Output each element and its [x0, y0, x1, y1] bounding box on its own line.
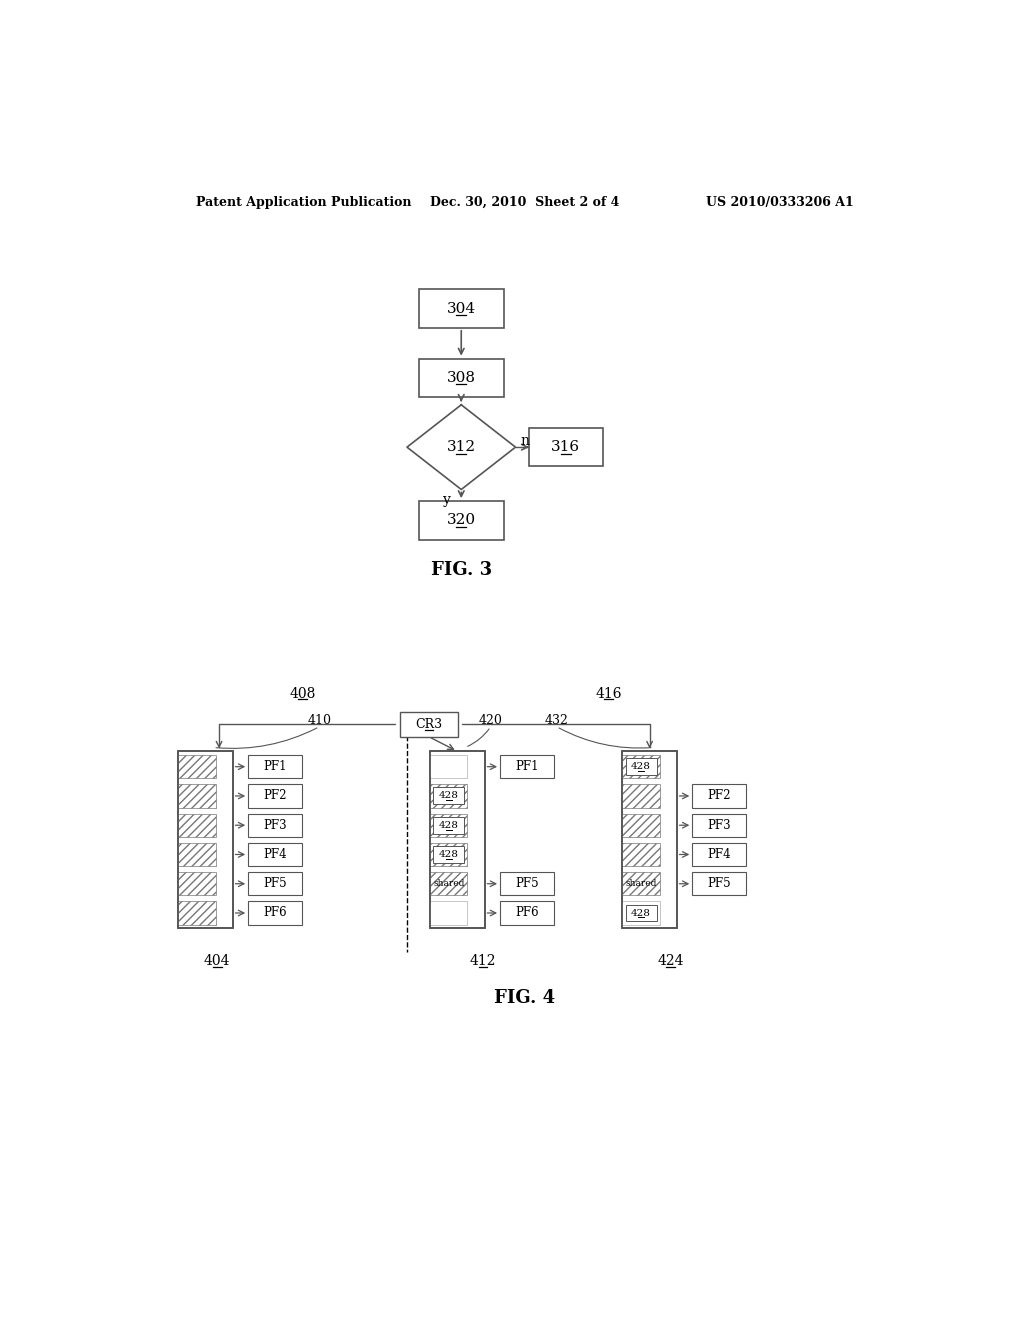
Bar [430, 843, 467, 866]
Bar [430, 873, 467, 895]
Text: PF1: PF1 [515, 760, 539, 774]
Bar [248, 784, 302, 808]
Text: FIG. 3: FIG. 3 [431, 561, 492, 579]
Text: PF3: PF3 [263, 818, 287, 832]
Bar [178, 843, 216, 866]
Text: FIG. 4: FIG. 4 [495, 989, 555, 1007]
Bar [178, 755, 216, 779]
Text: PF5: PF5 [515, 878, 539, 890]
Text: 320: 320 [446, 513, 476, 527]
Text: shared: shared [626, 879, 656, 888]
Bar [419, 359, 504, 397]
Bar [430, 755, 467, 779]
Text: 428: 428 [631, 762, 651, 771]
Text: PF1: PF1 [263, 760, 287, 774]
Text: 428: 428 [439, 821, 459, 830]
Bar [623, 751, 677, 928]
Bar [623, 843, 659, 866]
Bar [419, 502, 504, 540]
Text: 304: 304 [446, 301, 476, 315]
Bar [430, 751, 484, 928]
Text: US 2010/0333206 A1: US 2010/0333206 A1 [706, 195, 853, 209]
Bar [178, 873, 216, 895]
Bar [248, 902, 302, 924]
Text: Dec. 30, 2010  Sheet 2 of 4: Dec. 30, 2010 Sheet 2 of 4 [430, 195, 620, 209]
Text: 428: 428 [439, 792, 459, 800]
Bar [626, 904, 656, 921]
Text: 424: 424 [657, 954, 684, 968]
Bar [623, 755, 659, 779]
Bar [178, 751, 232, 928]
Bar [430, 813, 467, 837]
Text: PF6: PF6 [515, 907, 539, 920]
Text: 432: 432 [545, 714, 568, 727]
Bar [500, 755, 554, 779]
Bar [430, 902, 467, 924]
Bar [430, 784, 467, 808]
Bar [529, 428, 603, 466]
Text: 312: 312 [446, 440, 476, 454]
Text: Patent Application Publication: Patent Application Publication [197, 195, 412, 209]
Text: 428: 428 [631, 908, 651, 917]
Bar [692, 843, 746, 866]
Bar [248, 813, 302, 837]
Text: 308: 308 [446, 371, 476, 385]
Bar [500, 902, 554, 924]
Bar [692, 873, 746, 895]
Bar [399, 711, 458, 737]
Text: PF4: PF4 [263, 847, 287, 861]
Text: 410: 410 [307, 714, 332, 727]
Bar [248, 873, 302, 895]
Bar [430, 751, 484, 928]
Text: 412: 412 [470, 954, 497, 968]
Bar [500, 873, 554, 895]
Bar [178, 751, 232, 928]
Text: 404: 404 [204, 954, 230, 968]
Text: 428: 428 [439, 850, 459, 859]
Bar [623, 902, 659, 924]
Text: 408: 408 [289, 686, 315, 701]
Bar [178, 784, 216, 808]
Text: PF2: PF2 [708, 789, 731, 803]
Bar [626, 758, 656, 775]
Bar [178, 813, 216, 837]
Bar [433, 788, 464, 804]
Bar [623, 751, 677, 928]
Bar [178, 902, 216, 924]
Text: 420: 420 [479, 714, 503, 727]
Bar [433, 846, 464, 863]
Text: 416: 416 [595, 686, 622, 701]
Bar [419, 289, 504, 327]
Text: CR3: CR3 [415, 718, 442, 731]
Text: 316: 316 [551, 440, 581, 454]
Bar [692, 813, 746, 837]
Text: PF4: PF4 [708, 847, 731, 861]
Bar [623, 873, 659, 895]
Bar [248, 843, 302, 866]
Bar [433, 817, 464, 834]
Bar [248, 755, 302, 779]
Text: PF5: PF5 [708, 878, 731, 890]
Text: n: n [520, 434, 529, 447]
Text: PF2: PF2 [263, 789, 287, 803]
Text: PF3: PF3 [708, 818, 731, 832]
Bar [692, 784, 746, 808]
Text: PF5: PF5 [263, 878, 287, 890]
Bar [623, 813, 659, 837]
Text: shared: shared [433, 879, 465, 888]
Text: y: y [443, 494, 452, 507]
Text: PF6: PF6 [263, 907, 287, 920]
Bar [623, 784, 659, 808]
